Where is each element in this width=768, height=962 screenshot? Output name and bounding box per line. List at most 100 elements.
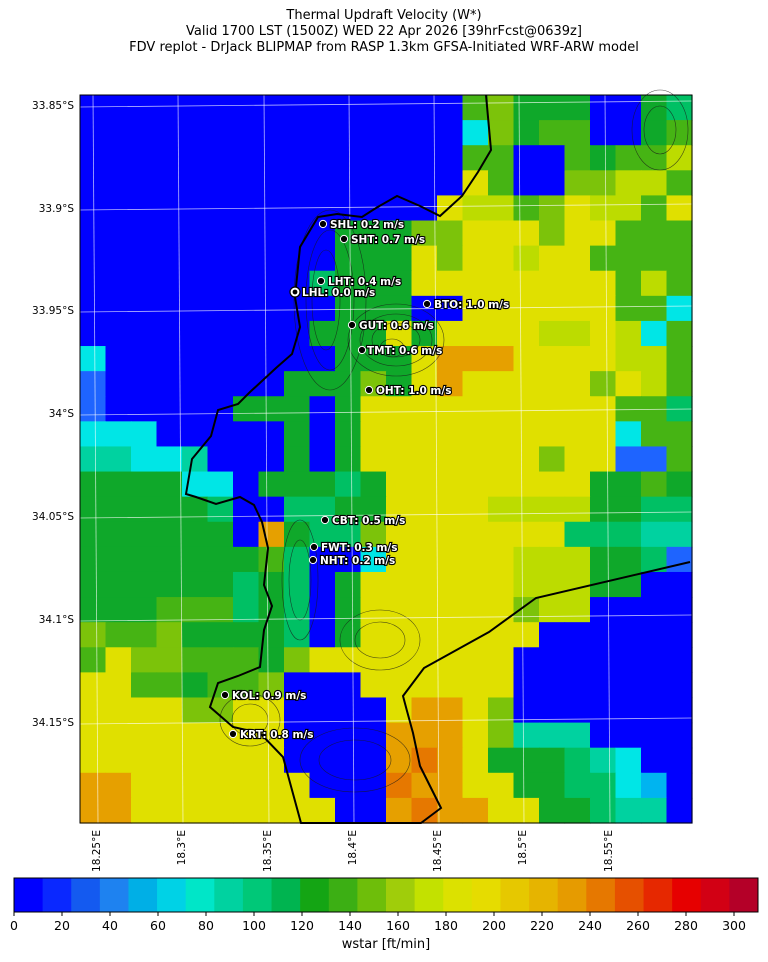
site-label: KOL: 0.9 m/s <box>232 690 306 702</box>
colorbar-tick: 160 <box>386 918 410 933</box>
colorbar-swatch <box>443 878 473 912</box>
colorbar-swatch <box>271 878 301 912</box>
colorbar-swatch <box>414 878 444 912</box>
colorbar-swatch <box>14 878 44 912</box>
lat-label: 33.85°S <box>32 100 74 112</box>
colorbar-tick: 60 <box>150 918 166 933</box>
map-frame <box>79 94 693 824</box>
coastline <box>184 94 691 824</box>
map-subtitle-valid: Valid 1700 LST (1500Z) WED 22 Apr 2026 [… <box>186 24 582 39</box>
colorbar-swatch <box>242 878 273 912</box>
site-kol[interactable]: KOL: 0.9 m/s <box>220 689 308 703</box>
site-oht[interactable]: OHT: 1.0 m/s <box>364 384 453 398</box>
site-marker <box>316 276 326 286</box>
map-title: Thermal Updraft Velocity (W*) <box>286 8 482 23</box>
site-sht[interactable]: SHT: 0.7 m/s <box>339 233 426 247</box>
colorbar-swatch <box>586 878 616 912</box>
colorbar-swatch <box>471 878 501 912</box>
site-label: FWT: 0.3 m/s <box>321 542 397 554</box>
colorbar-swatch <box>128 878 158 912</box>
site-gut[interactable]: GUT: 0.6 m/s <box>347 319 435 333</box>
site-label: SHT: 0.7 m/s <box>351 234 425 246</box>
lon-label: 18.35°E <box>262 830 274 872</box>
colorbar-tick: 20 <box>54 918 70 933</box>
site-lhl[interactable]: LHL: 0.0 m/s <box>289 286 376 300</box>
lon-label: 18.4°E <box>347 830 359 865</box>
wstar-grid <box>80 95 693 824</box>
colorbar-swatch <box>729 878 759 912</box>
lon-label: 18.25°E <box>91 830 103 872</box>
site-cbt[interactable]: CBT: 0.5 m/s <box>320 514 407 528</box>
site-label: CBT: 0.5 m/s <box>332 515 405 527</box>
lat-label: 33.95°S <box>32 305 74 317</box>
colorbar-swatch <box>42 878 72 912</box>
colorbar-tick: 40 <box>102 918 118 933</box>
colorbar-tick: 120 <box>290 918 314 933</box>
site-label: LHL: 0.0 m/s <box>302 287 375 299</box>
colorbar-tick: 80 <box>198 918 214 933</box>
site-marker <box>320 515 330 525</box>
site-fwt[interactable]: FWT: 0.3 m/s <box>309 541 399 555</box>
colorbar-tick: 200 <box>482 918 506 933</box>
site-marker <box>220 690 230 700</box>
site-marker <box>309 542 319 552</box>
colorbar-swatch <box>500 878 530 912</box>
colorbar <box>13 877 759 913</box>
site-marker <box>339 234 349 244</box>
colorbar-swatch <box>529 878 559 912</box>
site-label: SHL: 0.2 m/s <box>330 219 404 231</box>
colorbar-swatch <box>185 878 215 912</box>
colorbar-tick: 260 <box>626 918 650 933</box>
colorbar-swatch <box>614 878 645 912</box>
site-marker <box>357 345 367 355</box>
site-lht[interactable]: LHT: 0.4 m/s <box>316 275 402 289</box>
site-shl[interactable]: SHL: 0.2 m/s <box>318 218 405 232</box>
lat-label: 34.05°S <box>32 511 74 523</box>
colorbar-swatch <box>700 878 730 912</box>
lat-label: 34°S <box>49 408 75 420</box>
site-label: NHT: 0.2 m/s <box>320 555 395 567</box>
colorbar-tick: 220 <box>530 918 554 933</box>
site-marker <box>318 219 328 229</box>
colorbar-swatch <box>71 878 101 912</box>
colorbar-tick: 240 <box>578 918 602 933</box>
colorbar-swatch <box>214 878 244 912</box>
lat-label: 34.15°S <box>32 717 74 729</box>
lon-label: 18.3°E <box>176 830 188 865</box>
site-label: BTO: 1.0 m/s <box>434 299 509 311</box>
lon-label: 18.45°E <box>432 830 444 872</box>
site-tmt[interactable]: TMT: 0.6 m/s <box>357 344 443 358</box>
colorbar-tick: 100 <box>242 918 266 933</box>
colorbar-tick: 300 <box>722 918 746 933</box>
site-label: KRT: 0.8 m/s <box>240 729 313 741</box>
site-nht[interactable]: NHT: 0.2 m/s <box>308 554 396 568</box>
site-marker-core <box>292 289 298 295</box>
colorbar-swatch <box>328 878 358 912</box>
site-bto[interactable]: BTO: 1.0 m/s <box>422 298 510 312</box>
map-subtitle-source: FDV replot - DrJack BLIPMAP from RASP 1.… <box>129 40 639 55</box>
site-marker <box>364 385 374 395</box>
site-marker <box>422 299 432 309</box>
lat-label: 33.9°S <box>39 203 75 215</box>
site-marker <box>347 320 357 330</box>
colorbar-swatch <box>99 878 129 912</box>
lat-label: 34.1°S <box>39 614 75 626</box>
site-krt[interactable]: KRT: 0.8 m/s <box>228 728 315 742</box>
site-label: OHT: 1.0 m/s <box>376 385 451 397</box>
site-label: TMT: 0.6 m/s <box>367 345 442 357</box>
site-label: GUT: 0.6 m/s <box>359 320 434 332</box>
lon-label: 18.5°E <box>517 830 529 865</box>
colorbar-tick: 280 <box>674 918 698 933</box>
site-marker <box>228 729 238 739</box>
colorbar-tick: 140 <box>338 918 362 933</box>
colorbar-swatch <box>557 878 587 912</box>
lon-label: 18.55°E <box>603 830 615 872</box>
colorbar-swatch <box>672 878 702 912</box>
site-label: LHT: 0.4 m/s <box>328 276 401 288</box>
site-marker <box>308 555 318 565</box>
graticule <box>79 94 693 824</box>
colorbar-swatch <box>386 878 416 912</box>
colorbar-swatch <box>643 878 673 912</box>
colorbar-swatch <box>157 878 187 912</box>
